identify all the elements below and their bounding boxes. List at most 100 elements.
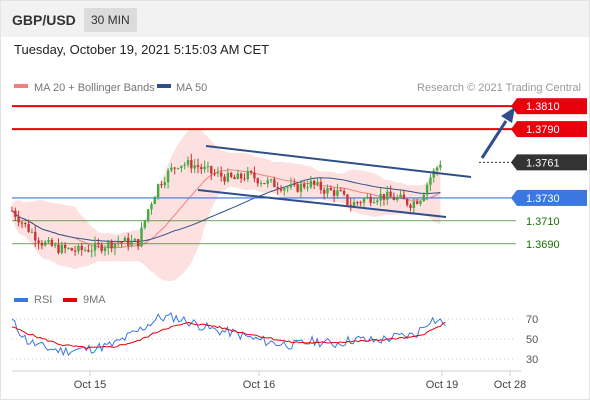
candle-body [73,250,77,252]
candle-body [356,201,359,203]
level-tag-pointer [511,154,517,171]
candle-body [236,173,240,180]
candle-body [396,197,399,200]
candle-body [93,242,97,251]
candle-body [279,188,283,191]
candle-body [402,194,406,199]
candle-body [63,244,67,249]
candle-body [256,178,259,184]
candle-body [283,188,286,191]
candle-body [439,164,442,168]
candle-body [332,190,336,196]
candle-body [342,190,346,195]
rsi-9ma-line [11,321,446,350]
candle-body [17,216,20,223]
candle-body [170,167,173,171]
candle-body [30,231,34,233]
timestamp: Tuesday, October 19, 2021 5:15:03 AM CET [14,42,270,57]
x-tick-label: Oct 16 [243,379,275,391]
candle-body [110,241,113,249]
candle-body [362,198,366,203]
candle-body [200,167,203,170]
candlesticks [10,153,442,258]
level-tag-1.3761 [517,154,587,171]
candle-body [100,244,103,252]
candle-body [246,171,249,180]
level-label: 1.3761 [526,157,560,169]
candle-body [136,239,140,247]
candle-body [253,172,256,179]
candle-body [386,191,389,200]
level-label: 1.3790 [526,124,560,136]
candle-body [24,222,27,225]
candle-body [419,201,422,204]
candle-body [422,194,425,202]
candle-body [90,250,93,252]
candle-body [140,227,143,247]
candle-body [429,177,432,185]
candle-body [399,194,402,198]
candle-body [146,209,150,221]
candle-body [415,201,419,204]
candle-body [203,166,206,170]
candle-body [67,248,70,250]
candle-body [10,210,14,212]
level-tag-1.3810 [517,98,587,115]
ma50-line [11,177,441,243]
x-axis: Oct 15 Oct 16 Oct 19 Oct 28 [74,371,526,391]
candle-body [193,165,196,169]
candle-body [405,198,409,205]
candle-body [180,165,183,169]
candle-body [213,173,216,175]
candle-body [133,239,137,241]
candle-body [77,245,80,252]
candle-body [425,184,429,195]
candle-body [412,201,416,209]
candle-body [339,190,342,192]
candle-body [319,181,323,190]
legend-swatch-rsi [14,298,28,302]
candle-body [289,184,293,188]
rsi-tick-label: 70 [526,314,538,326]
candle-body [239,173,243,179]
rsi-tick-label: 30 [526,354,538,366]
candle-body [97,242,100,245]
level-tag-1.3790 [517,121,587,138]
candle-body [87,249,90,252]
legend-rsi: RSI [34,294,52,306]
candle-body [50,240,54,246]
candle-body [303,183,306,188]
candle-body [113,242,117,249]
candle-body [183,164,186,166]
candle-body [34,231,37,241]
x-tick-label: Oct 19 [426,379,458,391]
candle-body [117,241,120,243]
candle-body [166,170,170,183]
candle-body [409,204,412,209]
candle-body [366,196,369,199]
candle-body [249,171,253,173]
candle-body [329,188,333,191]
candle-body [37,240,40,243]
x-tick-label: Oct 15 [74,379,106,391]
candle-body [336,190,339,196]
level-label: 1.3730 [526,193,560,205]
candle-body [143,220,147,228]
candle-body [186,160,190,165]
rsi-tick-label: 50 [526,334,538,346]
candle-body [286,187,289,189]
candle-body [296,184,299,192]
channel-upper-line [205,145,472,178]
candle-body [269,179,273,181]
legend-swatch-ma50 [157,84,171,88]
candle-body [20,222,24,224]
candle-body [60,244,64,253]
level-label: 1.3710 [526,216,560,228]
candle-body [83,249,87,251]
candle-body [176,168,180,170]
candle-body [53,244,57,246]
timeframe-badge[interactable]: 30 MIN [84,8,137,32]
candle-body [379,193,382,201]
